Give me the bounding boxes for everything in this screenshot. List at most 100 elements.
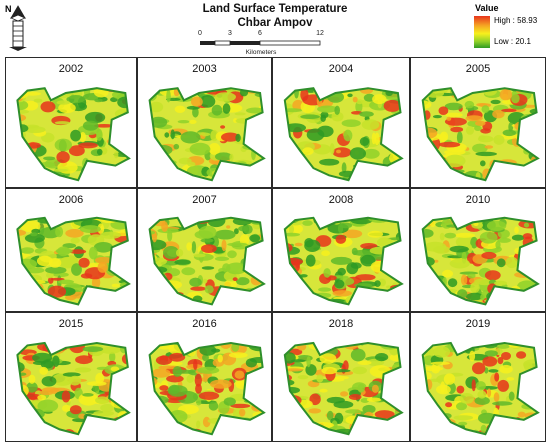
lst-patch xyxy=(422,296,426,303)
lst-patch xyxy=(528,337,537,340)
lst-patch xyxy=(305,364,317,376)
lst-patch xyxy=(488,369,499,373)
lst-patch xyxy=(284,405,286,411)
panel-year-label: 2007 xyxy=(192,194,217,206)
lst-patch xyxy=(138,348,149,354)
lst-raster-2007 xyxy=(148,216,266,306)
lst-patch xyxy=(243,133,261,138)
lst-patch xyxy=(164,429,181,435)
lst-patch xyxy=(531,419,538,431)
lst-patch xyxy=(92,384,100,392)
lst-patch xyxy=(360,243,378,249)
lst-patch xyxy=(228,352,248,358)
lst-patch xyxy=(484,350,498,357)
lst-patch xyxy=(309,393,321,406)
lst-patch xyxy=(162,410,168,421)
lst-patch xyxy=(30,78,51,87)
lst-patch xyxy=(116,339,133,343)
lst-patch xyxy=(263,148,264,157)
lst-patch xyxy=(361,295,369,305)
lst-patch xyxy=(386,123,398,134)
lst-patch xyxy=(17,287,33,293)
district-outline xyxy=(16,87,131,182)
lst-patch xyxy=(498,329,510,342)
lst-patch xyxy=(102,169,114,178)
lst-patch xyxy=(248,343,264,345)
lst-patch xyxy=(24,126,46,134)
lst-patch xyxy=(200,217,215,219)
lst-patch xyxy=(465,115,483,122)
lst-patch xyxy=(249,117,264,129)
lst-patch xyxy=(222,168,235,178)
lst-patch xyxy=(126,287,129,292)
lst-patch xyxy=(52,88,71,91)
lst-patch xyxy=(249,392,262,400)
lst-patch xyxy=(483,343,488,345)
legend: Value High : 58.93 Low : 20.1 xyxy=(470,3,550,53)
lst-patch xyxy=(141,91,148,97)
lst-patch xyxy=(8,372,13,381)
lst-patch xyxy=(250,397,264,402)
lst-patch xyxy=(284,227,286,235)
lst-patch xyxy=(147,331,157,341)
lst-patch xyxy=(422,296,434,305)
lst-patch xyxy=(284,379,295,386)
lst-patch xyxy=(200,238,214,243)
lst-patch xyxy=(508,391,515,401)
lst-patch xyxy=(155,330,177,336)
lst-patch xyxy=(94,256,113,264)
lst-patch xyxy=(275,91,280,100)
lst-patch xyxy=(32,288,42,297)
lst-patch xyxy=(362,290,378,299)
lst-patch xyxy=(217,354,223,363)
lst-patch xyxy=(235,277,250,286)
lst-patch xyxy=(127,88,129,90)
lst-patch xyxy=(516,208,522,214)
lst-patch xyxy=(396,210,410,215)
lst-patch xyxy=(54,138,72,152)
lst-patch xyxy=(382,394,399,400)
lst-patch xyxy=(17,100,29,111)
lst-patch xyxy=(39,366,49,375)
lst-patch xyxy=(215,152,233,161)
panel-year-label: 2015 xyxy=(58,318,84,330)
lst-patch xyxy=(494,280,508,286)
lst-patch xyxy=(149,174,159,181)
lst-patch xyxy=(246,76,261,87)
lst-patch xyxy=(341,162,347,174)
lst-patch xyxy=(231,420,245,433)
lst-patch xyxy=(39,298,49,305)
lst-patch xyxy=(365,335,380,343)
lst-patch xyxy=(527,380,534,387)
lst-patch xyxy=(469,350,476,362)
lst-patch xyxy=(294,242,303,247)
lst-patch xyxy=(400,178,402,181)
lst-patch xyxy=(530,148,538,154)
lst-patch xyxy=(339,336,361,342)
lst-patch xyxy=(411,244,422,253)
lst-patch xyxy=(529,129,538,138)
lst-patch xyxy=(442,269,454,278)
lst-patch xyxy=(227,250,237,259)
lst-patch xyxy=(481,251,497,260)
lst-patch xyxy=(249,234,261,243)
lst-patch xyxy=(360,425,376,433)
lst-patch xyxy=(254,88,264,93)
lst-patch xyxy=(138,75,150,87)
lst-patch xyxy=(444,154,466,168)
lst-patch xyxy=(365,182,386,187)
lst-patch xyxy=(234,112,246,116)
lst-patch xyxy=(246,107,264,114)
lst-patch xyxy=(17,403,31,410)
lst-patch xyxy=(480,424,487,433)
lst-patch xyxy=(472,362,486,375)
lst-patch xyxy=(302,147,314,156)
lst-patch xyxy=(351,433,371,435)
lst-patch xyxy=(423,267,430,279)
lst-patch xyxy=(284,123,306,133)
lst-patch xyxy=(128,129,129,135)
lst-patch xyxy=(521,290,532,300)
lst-patch xyxy=(346,209,359,215)
lst-patch xyxy=(208,401,219,411)
lst-patch xyxy=(186,242,192,251)
